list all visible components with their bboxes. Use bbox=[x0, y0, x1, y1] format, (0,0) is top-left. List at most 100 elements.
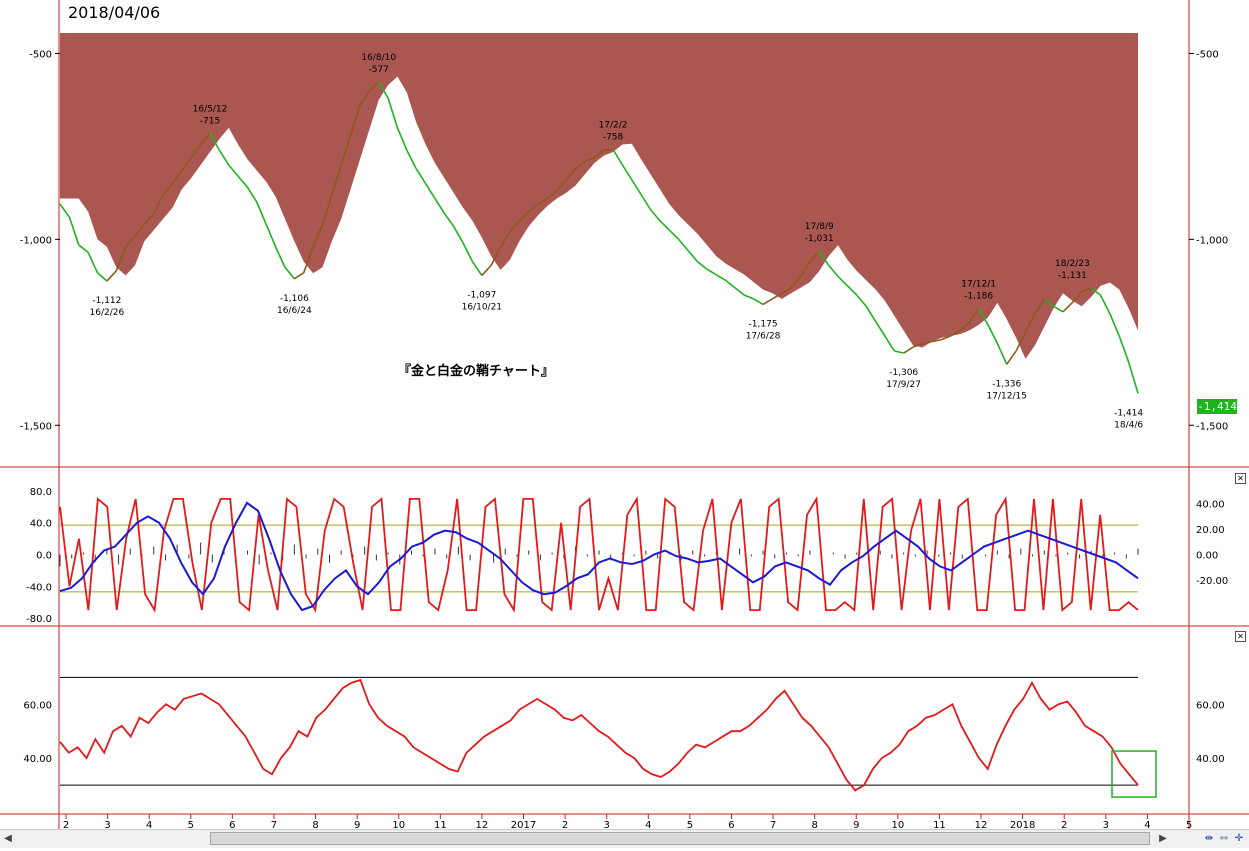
price-segment bbox=[153, 194, 164, 214]
price-segment bbox=[125, 235, 136, 248]
y-tick-label-left: -80.0 bbox=[26, 614, 52, 625]
price-segment bbox=[715, 273, 726, 281]
annotation-date: 18/2/23 bbox=[1055, 259, 1090, 269]
close-panel2-button[interactable]: ✕ bbox=[1235, 473, 1246, 484]
price-segment bbox=[856, 294, 867, 307]
price-segment bbox=[940, 335, 951, 341]
price-segment bbox=[78, 244, 89, 253]
price-segment bbox=[453, 225, 464, 244]
price-segment bbox=[772, 292, 783, 300]
price-segment bbox=[209, 133, 221, 151]
annotation-value: -1,112 bbox=[92, 296, 121, 306]
price-segment bbox=[1043, 298, 1055, 307]
price-segment bbox=[462, 242, 474, 263]
price-segment bbox=[321, 194, 333, 225]
annotation-date: 16/10/21 bbox=[462, 302, 502, 312]
close-panel3-button[interactable]: ✕ bbox=[1235, 631, 1246, 642]
price-segment bbox=[977, 308, 989, 326]
price-segment bbox=[434, 198, 446, 214]
y-tick-label-left: 0.0 bbox=[36, 551, 52, 562]
x-tick-label: 5 bbox=[687, 820, 693, 831]
price-segment bbox=[96, 272, 108, 282]
price-segment bbox=[387, 97, 399, 129]
price-segment bbox=[218, 149, 230, 166]
price-segment bbox=[1118, 335, 1130, 363]
price-segment bbox=[199, 132, 211, 146]
x-tick-label: 7 bbox=[271, 820, 277, 831]
price-segment bbox=[284, 266, 295, 280]
price-segment bbox=[865, 305, 877, 322]
price-segment bbox=[725, 279, 736, 289]
price-segment bbox=[1081, 287, 1092, 293]
x-tick-label: 5 bbox=[1186, 820, 1192, 831]
price-segment bbox=[181, 157, 192, 172]
price-segment bbox=[818, 250, 830, 266]
price-segment bbox=[668, 229, 680, 240]
y-tick-label-right: 60.00 bbox=[1196, 700, 1225, 711]
price-segment bbox=[706, 268, 717, 276]
price-segment bbox=[884, 335, 895, 352]
annotation-value: -1,097 bbox=[467, 290, 496, 300]
price-segment bbox=[331, 164, 342, 195]
price-segment bbox=[396, 127, 408, 151]
price-segment bbox=[293, 272, 305, 280]
x-tick-label: 11 bbox=[933, 820, 946, 831]
price-segment bbox=[312, 224, 324, 248]
x-tick-label: 2 bbox=[1061, 820, 1067, 831]
scroll-left-icon[interactable]: ◀ bbox=[4, 833, 12, 844]
annotation-date: 16/5/12 bbox=[193, 104, 228, 114]
x-tick-label: 2018 bbox=[1010, 820, 1035, 831]
price-segment bbox=[968, 308, 980, 324]
price-segment bbox=[828, 264, 839, 278]
x-tick-label: 2 bbox=[63, 820, 69, 831]
price-segment bbox=[443, 212, 455, 227]
x-tick-label: 8 bbox=[312, 820, 318, 831]
price-segment bbox=[528, 203, 539, 213]
price-segment bbox=[424, 183, 436, 199]
price-segment bbox=[612, 148, 624, 166]
price-segment bbox=[912, 342, 923, 348]
price-segment bbox=[1024, 313, 1036, 333]
y-tick-label-right: 40.00 bbox=[1196, 500, 1225, 511]
price-segment bbox=[1127, 361, 1139, 394]
x-tick-label: 9 bbox=[354, 820, 360, 831]
annotation-value: -1,306 bbox=[889, 368, 918, 378]
scroll-thumb[interactable] bbox=[210, 832, 1150, 845]
annotation-value: -1,175 bbox=[749, 319, 778, 329]
annotation-date: 17/6/28 bbox=[746, 331, 781, 341]
y-tick-label-left: -40.0 bbox=[26, 582, 52, 593]
price-segment bbox=[678, 238, 689, 252]
pan-tool-icon[interactable]: ⇹ bbox=[1204, 833, 1214, 844]
price-segment bbox=[509, 220, 520, 233]
price-segment bbox=[490, 246, 502, 266]
scroll-right-icon[interactable]: ▶ bbox=[1159, 833, 1167, 844]
date-label: 2018/04/06 bbox=[68, 3, 161, 22]
price-segment bbox=[640, 194, 652, 211]
annotation-value: -1,031 bbox=[805, 234, 834, 244]
price-segment bbox=[744, 294, 754, 300]
y-tick-label-left: -1,500 bbox=[20, 421, 52, 432]
x-tick-label: 4 bbox=[645, 820, 651, 831]
y-tick-label-left: -1,000 bbox=[20, 235, 52, 246]
annotation-date: 17/9/27 bbox=[886, 380, 921, 390]
price-segment bbox=[471, 261, 483, 276]
horizontal-scrollbar[interactable]: ◀ ▶ ⇹ ⇿ ✛ bbox=[0, 829, 1249, 848]
annotation-date: 17/12/1 bbox=[961, 280, 996, 290]
price-segment bbox=[894, 350, 904, 354]
annotation-date: 17/2/2 bbox=[599, 120, 628, 130]
annotation-date: 16/2/26 bbox=[90, 308, 125, 318]
y-tick-label-left: 60.00 bbox=[23, 700, 52, 711]
price-segment bbox=[584, 156, 595, 163]
zoom-tool-icon[interactable]: ⇿ bbox=[1219, 833, 1229, 844]
x-tick-label: 10 bbox=[392, 820, 405, 831]
price-segment bbox=[106, 270, 117, 282]
annotation-value: -1,414 bbox=[1114, 408, 1143, 418]
cross-tool-icon[interactable]: ✛ bbox=[1234, 833, 1244, 844]
annotation-value: -1,131 bbox=[1058, 271, 1087, 281]
price-segment bbox=[237, 175, 249, 188]
annotation-date: 18/4/6 bbox=[1114, 420, 1143, 430]
y-tick-label-right: -1,500 bbox=[1196, 421, 1228, 432]
y-tick-label-right: -20.00 bbox=[1196, 576, 1228, 587]
price-segment bbox=[659, 220, 670, 231]
price-segment bbox=[68, 216, 80, 246]
